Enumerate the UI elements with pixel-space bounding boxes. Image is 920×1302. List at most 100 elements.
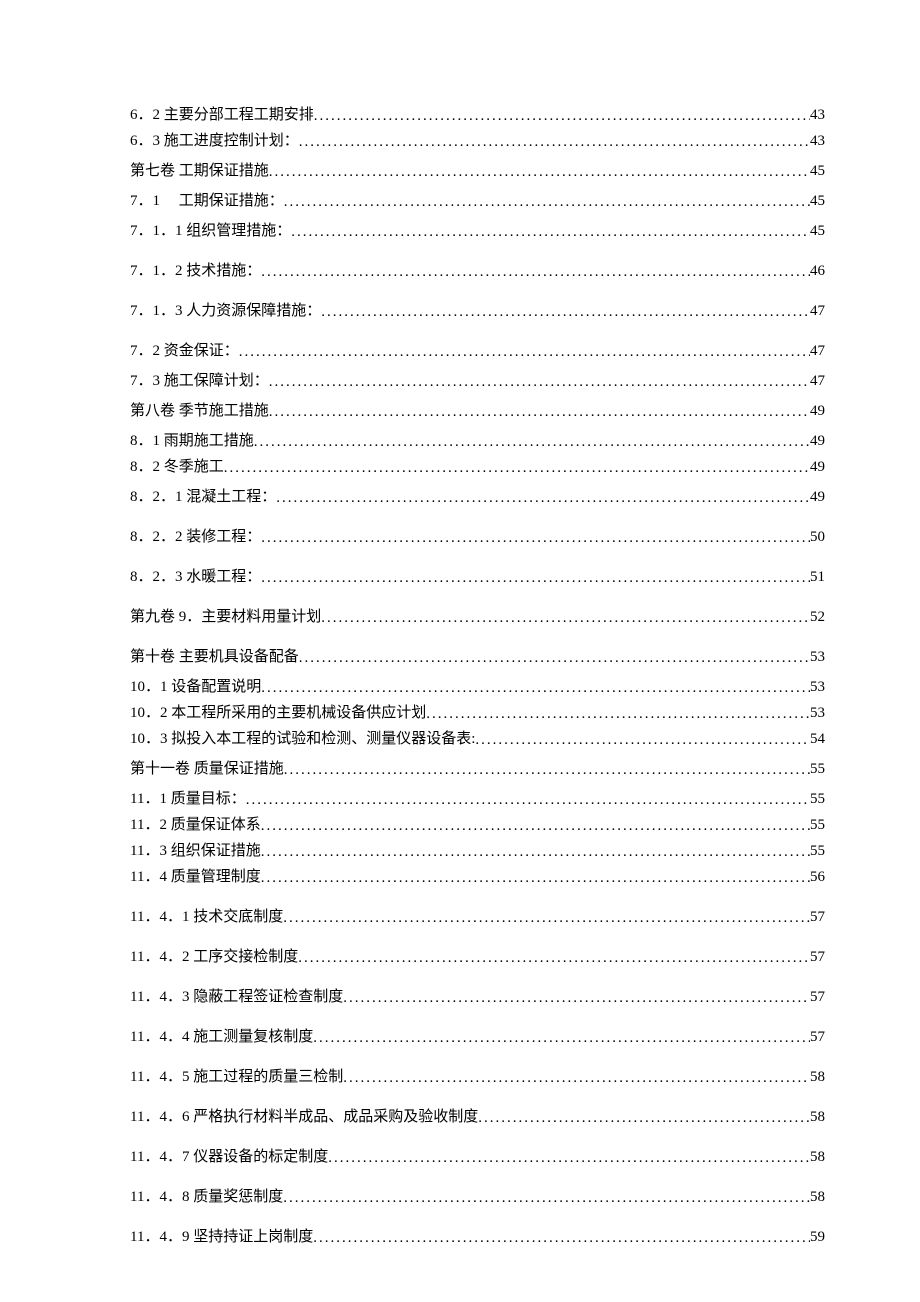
toc-entry-page: 53	[810, 703, 825, 724]
toc-entry-page: 47	[810, 301, 825, 322]
toc-entry: 7．1．2 技术措施： 46	[130, 261, 825, 282]
toc-leader-dots	[261, 816, 810, 837]
toc-entry-page: 47	[810, 371, 825, 392]
entry-spacer	[130, 933, 825, 947]
entry-spacer	[130, 287, 825, 301]
toc-entry: 11．4．9 坚持持证上岗制度 59	[130, 1227, 825, 1248]
toc-entry-page: 49	[810, 457, 825, 478]
toc-entry-page: 52	[810, 607, 825, 628]
toc-entry-title: 11．4．2 工序交接检制度	[130, 947, 298, 968]
toc-entry: 6．3 施工进度控制计划：43	[130, 131, 825, 152]
toc-leader-dots	[224, 458, 810, 479]
toc-entry-title: 11．3 组织保证措施	[130, 841, 261, 862]
toc-entry: 10．2 本工程所采用的主要机械设备供应计划53	[130, 703, 825, 724]
toc-entry-page: 58	[810, 1147, 825, 1168]
toc-leader-dots	[314, 106, 810, 127]
toc-entry-page: 43	[810, 105, 825, 126]
toc-entry-page: 56	[810, 867, 825, 888]
toc-entry-title: 11．4．3 隐蔽工程签证检查制度	[130, 987, 343, 1008]
entry-spacer	[130, 973, 825, 987]
entry-spacer	[130, 1133, 825, 1147]
toc-leader-dots	[343, 988, 810, 1009]
toc-entry-title: 11．4．7 仪器设备的标定制度	[130, 1147, 328, 1168]
toc-leader-dots	[284, 760, 810, 781]
toc-leader-dots	[261, 528, 810, 549]
toc-entry-page: 59	[810, 1227, 825, 1248]
toc-entry-page: 57	[810, 947, 825, 968]
toc-entry-page: 54	[810, 729, 825, 750]
toc-entry-title: 8．2．3 水暖工程：	[130, 567, 261, 588]
toc-entry-page: 55	[810, 759, 825, 780]
toc-entry-page: 47	[810, 341, 825, 362]
entry-spacer	[130, 553, 825, 567]
toc-entry: 11．4．1 技术交底制度57	[130, 907, 825, 928]
toc-entry: 第十卷 主要机具设备配备 53	[130, 647, 825, 668]
table-of-contents: 6．2 主要分部工程工期安排 43 6．3 施工进度控制计划：43 第七卷 工期保证措…	[130, 105, 825, 1248]
toc-entry: 11．2 质量保证体系 55	[130, 815, 825, 836]
toc-entry-title: 11．4．6 严格执行材料半成品、成品采购及验收制度	[130, 1107, 478, 1128]
toc-entry-title: 10．1 设备配置说明	[130, 677, 261, 698]
toc-entry-page: 49	[810, 431, 825, 452]
toc-entry-title: 11．4．8 质量奖惩制度	[130, 1187, 283, 1208]
toc-entry-title: 11．4 质量管理制度	[130, 867, 261, 888]
toc-entry: 8．2．3 水暖工程：51	[130, 567, 825, 588]
toc-leader-dots	[239, 342, 810, 363]
toc-leader-dots	[254, 432, 810, 453]
toc-entry-title: 7．3 施工保障计划：	[130, 371, 269, 392]
toc-entry-page: 58	[810, 1187, 825, 1208]
toc-entry-title: 11．2 质量保证体系	[130, 815, 261, 836]
toc-leader-dots	[261, 842, 810, 863]
toc-entry-page: 50	[810, 527, 825, 548]
toc-entry-title: 7．1．3 人力资源保障措施：	[130, 301, 321, 322]
entry-spacer	[130, 1173, 825, 1187]
toc-entry: 7．1．1 组织管理措施： 45	[130, 221, 825, 242]
toc-leader-dots	[298, 948, 810, 969]
toc-entry: 11．4．7 仪器设备的标定制度 58	[130, 1147, 825, 1168]
toc-entry-page: 46	[810, 261, 825, 282]
entry-spacer	[130, 1053, 825, 1067]
toc-entry-title: 7．1．1 组织管理措施：	[130, 221, 291, 242]
entry-spacer	[130, 1013, 825, 1027]
toc-entry: 8．2 冬季施工49	[130, 457, 825, 478]
toc-entry: 8．1 雨期施工措施 49	[130, 431, 825, 452]
toc-entry: 11．4．3 隐蔽工程签证检查制度57	[130, 987, 825, 1008]
toc-entry-page: 55	[810, 841, 825, 862]
toc-entry-title: 11．4．1 技术交底制度	[130, 907, 283, 928]
toc-entry-page: 49	[810, 401, 825, 422]
toc-entry-title: 6．2 主要分部工程工期安排	[130, 105, 314, 126]
toc-entry: 第九卷 9．主要材料用量计划52	[130, 607, 825, 628]
toc-entry-title: 7．1．2 技术措施：	[130, 261, 261, 282]
toc-entry: 11．4．6 严格执行材料半成品、成品采购及验收制度58	[130, 1107, 825, 1128]
toc-entry-page: 55	[810, 815, 825, 836]
toc-leader-dots	[269, 402, 810, 423]
toc-entry-title: 11．4．9 坚持持证上岗制度	[130, 1227, 313, 1248]
toc-entry-title: 第十卷 主要机具设备配备	[130, 647, 299, 668]
toc-leader-dots	[475, 730, 810, 751]
toc-entry-page: 53	[810, 647, 825, 668]
toc-entry-title: 11．4．4 施工测量复核制度	[130, 1027, 313, 1048]
toc-entry: 第十一卷 质量保证措施 55	[130, 759, 825, 780]
toc-leader-dots	[478, 1108, 810, 1129]
toc-entry-title: 8．1 雨期施工措施	[130, 431, 254, 452]
toc-entry: 7．1．3 人力资源保障措施： 47	[130, 301, 825, 322]
toc-entry: 11．4．8 质量奖惩制度 58	[130, 1187, 825, 1208]
toc-entry-title: 8．2．2 装修工程：	[130, 527, 261, 548]
toc-leader-dots	[299, 132, 810, 153]
toc-entry-title: 8．2．1 混凝土工程：	[130, 487, 276, 508]
toc-leader-dots	[261, 262, 810, 283]
toc-entry: 10．3 拟投入本工程的试验和检测、测量仪器设备表:54	[130, 729, 825, 750]
toc-entry: 第八卷 季节施工措施49	[130, 401, 825, 422]
toc-entry: 6．2 主要分部工程工期安排 43	[130, 105, 825, 126]
entry-spacer	[130, 593, 825, 607]
toc-entry-page: 45	[810, 221, 825, 242]
toc-entry-title: 第十一卷 质量保证措施	[130, 759, 284, 780]
toc-entry-page: 45	[810, 161, 825, 182]
toc-entry: 11．4．4 施工测量复核制度57	[130, 1027, 825, 1048]
toc-leader-dots	[328, 1148, 810, 1169]
toc-entry-page: 55	[810, 789, 825, 810]
toc-leader-dots	[426, 704, 810, 725]
toc-entry-title: 第七卷 工期保证措施	[130, 161, 269, 182]
toc-leader-dots	[283, 1188, 810, 1209]
toc-leader-dots	[246, 790, 810, 811]
toc-entry: 10．1 设备配置说明53	[130, 677, 825, 698]
